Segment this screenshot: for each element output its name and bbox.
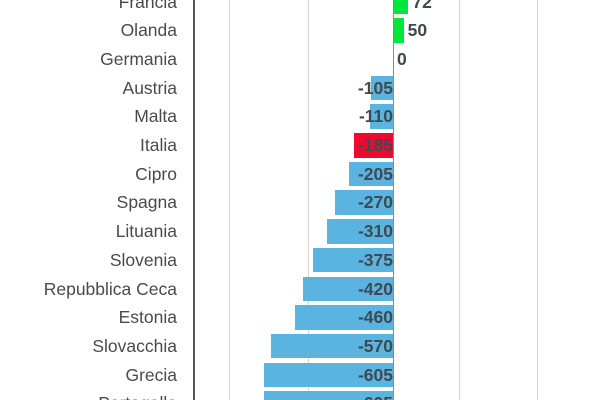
bar[interactable] (370, 75, 393, 101)
bar[interactable] (303, 276, 393, 301)
category-label: Cipro (135, 163, 177, 184)
bar-value-label: -605 (357, 364, 393, 385)
category-label: Slovenia (109, 249, 177, 270)
category-row: Repubblica Ceca (0, 275, 193, 304)
bar-value-label: -375 (357, 249, 393, 270)
bar-row[interactable]: -110 (193, 102, 600, 131)
bar-value-label: -420 (357, 278, 393, 299)
category-row: Portogallo (0, 389, 193, 400)
category-label: Grecia (125, 364, 177, 385)
bar-value-label: -310 (357, 221, 393, 242)
category-row: Cipro (0, 160, 193, 189)
category-label: Italia (140, 135, 177, 155)
category-row: Francia (0, 0, 193, 16)
bar[interactable] (313, 247, 393, 273)
bar-value-label: -605 (193, 391, 398, 400)
bar-value-label: -270 (357, 192, 393, 213)
bar[interactable] (393, 18, 404, 43)
bar[interactable] (369, 104, 393, 129)
category-label: Portogallo (2, 389, 177, 400)
bar[interactable] (326, 219, 393, 244)
category-row: Austria (0, 74, 193, 103)
gridline-plus-400 (459, 0, 460, 400)
bar-value-label: 72 (412, 0, 432, 12)
category-label: Spagna (116, 192, 177, 213)
bar-row[interactable]: -310 (193, 217, 600, 246)
bar[interactable] (263, 391, 393, 400)
category-label: Francia (118, 0, 177, 12)
bar-value-label: -460 (357, 307, 393, 328)
category-label: Estonia (118, 307, 177, 328)
zero-axis-line (393, 0, 394, 400)
bar-row[interactable]: 72 (193, 0, 600, 16)
bar-row[interactable]: -460 (193, 303, 600, 332)
bar-row[interactable]: -105 (193, 74, 600, 103)
gridline-minus-800 (229, 0, 230, 400)
bar-row[interactable]: -570 (193, 332, 600, 361)
plot-left-border (193, 0, 195, 400)
bar-row[interactable]: -375 (193, 246, 600, 275)
category-label: Olanda (120, 20, 177, 41)
bar[interactable] (294, 305, 393, 330)
plot-area: 72 50 0 -105 -110 -185 -205 -270 -310 -375 -420 -46… (193, 0, 600, 400)
category-row: Olanda (0, 16, 193, 45)
category-label: Germania (100, 48, 177, 69)
bar-row[interactable]: -605 (193, 389, 600, 400)
bar-row[interactable]: -605 (193, 361, 600, 390)
bar-row[interactable]: -270 (193, 188, 600, 217)
bar-row[interactable]: 0 (193, 45, 600, 74)
category-row: Spagna (0, 188, 193, 217)
category-row: Grecia (0, 361, 193, 390)
category-axis-labels: Francia Olanda Germania Austria Malta Italia C… (0, 0, 193, 400)
bar[interactable] (335, 190, 393, 215)
bar[interactable] (349, 161, 393, 187)
category-label: Lituania (115, 221, 177, 242)
bar-value-label: -105 (357, 77, 393, 98)
gridline-minus-400 (308, 0, 309, 400)
category-label: Repubblica Ceca (43, 278, 177, 299)
bar-value-label: -110 (358, 106, 393, 127)
bar-value-label: -570 (357, 335, 393, 356)
category-label: Malta (134, 106, 177, 127)
category-row: Malta (0, 102, 193, 131)
bar-row[interactable]: -205 (193, 160, 600, 189)
bar[interactable] (353, 133, 393, 158)
category-row: Italia (0, 131, 193, 160)
category-row: Lituania (0, 217, 193, 246)
bar[interactable] (263, 362, 393, 388)
bar-value-label: 50 (407, 20, 428, 41)
bar[interactable] (271, 333, 393, 359)
category-row: Estonia (0, 303, 193, 332)
category-label: Austria (122, 77, 177, 98)
bar-row[interactable]: -185 (193, 131, 600, 160)
bar-value-label: -185 (357, 135, 393, 155)
gridline-plus-800 (537, 0, 538, 400)
bar-row[interactable]: -420 (193, 275, 600, 304)
category-row: Germania (0, 45, 193, 74)
category-label: Slovacchia (92, 335, 177, 356)
bar[interactable] (393, 0, 409, 14)
category-row: Slovacchia (0, 332, 193, 361)
bar-value-label: -205 (357, 163, 393, 184)
category-row: Slovenia (0, 246, 193, 275)
bar-value-label: 0 (397, 48, 407, 69)
bar-row[interactable]: 50 (193, 16, 600, 45)
